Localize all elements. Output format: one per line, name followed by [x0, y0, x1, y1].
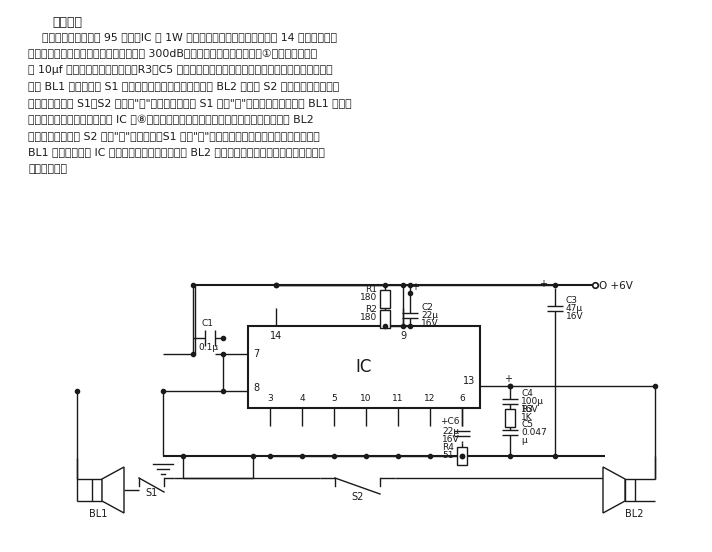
Text: 16V: 16V — [421, 319, 439, 328]
Text: C5: C5 — [521, 420, 533, 429]
Text: C2: C2 — [421, 303, 433, 312]
Text: 16V: 16V — [442, 435, 460, 444]
Text: BL1 就接到放大器 IC 的输出端，而对方的扬声器 BL2 就作为送话器接入放大器的输入端，对: BL1 就接到放大器 IC 的输出端，而对方的扬声器 BL2 就作为送话器接入放… — [28, 147, 325, 157]
Text: μ: μ — [521, 436, 527, 445]
Text: 本对讲机的电路如图 95 所示。IC 是 1W 的音频功率放大集成电路，共有 14 个引脚，是双: 本对讲机的电路如图 95 所示。IC 是 1W 的音频功率放大集成电路，共有 1… — [28, 32, 337, 42]
Text: 0.047: 0.047 — [521, 428, 547, 437]
Text: 1K: 1K — [521, 413, 533, 422]
Text: 100μ: 100μ — [521, 397, 544, 406]
Text: 51: 51 — [442, 451, 454, 460]
Polygon shape — [603, 467, 625, 513]
Text: 8: 8 — [253, 383, 259, 393]
Text: 180: 180 — [360, 313, 377, 322]
Text: 方可以讲话。: 方可以讲话。 — [28, 164, 67, 174]
Text: S1: S1 — [145, 488, 157, 498]
Text: 13: 13 — [463, 376, 475, 386]
Text: 0.1μ: 0.1μ — [198, 343, 218, 352]
Text: +: + — [539, 279, 547, 289]
Text: 4: 4 — [299, 394, 305, 403]
Text: 9: 9 — [400, 331, 406, 341]
Text: IC: IC — [356, 358, 372, 376]
Text: C3: C3 — [566, 296, 578, 305]
Text: 47μ: 47μ — [566, 304, 583, 313]
Text: +C6: +C6 — [440, 417, 459, 426]
Text: 12: 12 — [424, 394, 436, 403]
Bar — [380, 290, 390, 308]
Text: 180: 180 — [360, 293, 377, 302]
Text: 3: 3 — [267, 394, 273, 403]
Text: 22μ: 22μ — [442, 427, 459, 436]
Text: R3: R3 — [521, 405, 533, 414]
Bar — [625, 479, 635, 501]
Bar — [92, 479, 102, 501]
Text: 22μ: 22μ — [421, 311, 438, 320]
Bar — [457, 447, 467, 465]
Text: C4: C4 — [521, 389, 533, 398]
Text: 声器 BL1 及选择开关 S1 放在主控制室内；另一个扬声器 BL2 及开关 S2 放在需要通话的房间: 声器 BL1 及选择开关 S1 放在主控制室内；另一个扬声器 BL2 及开关 S… — [28, 82, 339, 92]
Text: 工作原理: 工作原理 — [52, 16, 82, 29]
Text: S2: S2 — [351, 492, 364, 502]
Text: O +6V: O +6V — [599, 281, 633, 291]
Text: 16V: 16V — [566, 312, 584, 321]
Text: R1: R1 — [365, 285, 377, 294]
Text: 11: 11 — [392, 394, 404, 403]
Text: +: + — [504, 374, 512, 384]
Text: 5: 5 — [331, 394, 337, 403]
Text: 7: 7 — [253, 349, 259, 359]
Text: R2: R2 — [365, 305, 377, 314]
Text: +: + — [411, 282, 419, 292]
Text: 6: 6 — [459, 394, 465, 403]
Text: 16V: 16V — [521, 405, 538, 414]
Text: 话器，将话音信号送到放大器 IC 的⑧脚输入端，经放大后在⑬脚输出，送到对方扬声器 BL2: 话器，将话音信号送到放大器 IC 的⑧脚输入端，经放大后在⑬脚输出，送到对方扬声… — [28, 114, 313, 125]
Text: 发出声音。当开关 S2 拨到"讲"的位置时，S1 拨到"听"的位置时，情况与上述相反，主扬声器: 发出声音。当开关 S2 拨到"讲"的位置时，S1 拨到"听"的位置时，情况与上述… — [28, 131, 320, 141]
Bar — [248, 326, 480, 408]
Text: C1: C1 — [202, 319, 214, 328]
Text: 内。平时，开关 S1、S2 均置于"听"的位置，当开关 S1 置于"讲"的位置时，主扬声器 BL1 就作送: 内。平时，开关 S1、S2 均置于"听"的位置，当开关 S1 置于"讲"的位置时… — [28, 98, 352, 108]
Text: 列直插式结构，在本电路中电压增益可达 300dB，如有纹波信号干扰，可在①脚与地之间接一: 列直插式结构，在本电路中电压增益可达 300dB，如有纹波信号干扰，可在①脚与地… — [28, 49, 317, 59]
Text: BL1: BL1 — [89, 509, 108, 519]
Text: BL2: BL2 — [625, 509, 644, 519]
Text: R4: R4 — [442, 443, 454, 452]
Text: 14: 14 — [270, 331, 282, 341]
Text: 10: 10 — [360, 394, 372, 403]
Text: 只 10μf 或更大的电容即可消除。R3、C5 可以增强电路的稳定性。电路中有两只扬声器：一个扬: 只 10μf 或更大的电容即可消除。R3、C5 可以增强电路的稳定性。电路中有两… — [28, 65, 333, 75]
Polygon shape — [102, 467, 124, 513]
Bar — [505, 409, 515, 427]
Bar — [380, 310, 390, 328]
